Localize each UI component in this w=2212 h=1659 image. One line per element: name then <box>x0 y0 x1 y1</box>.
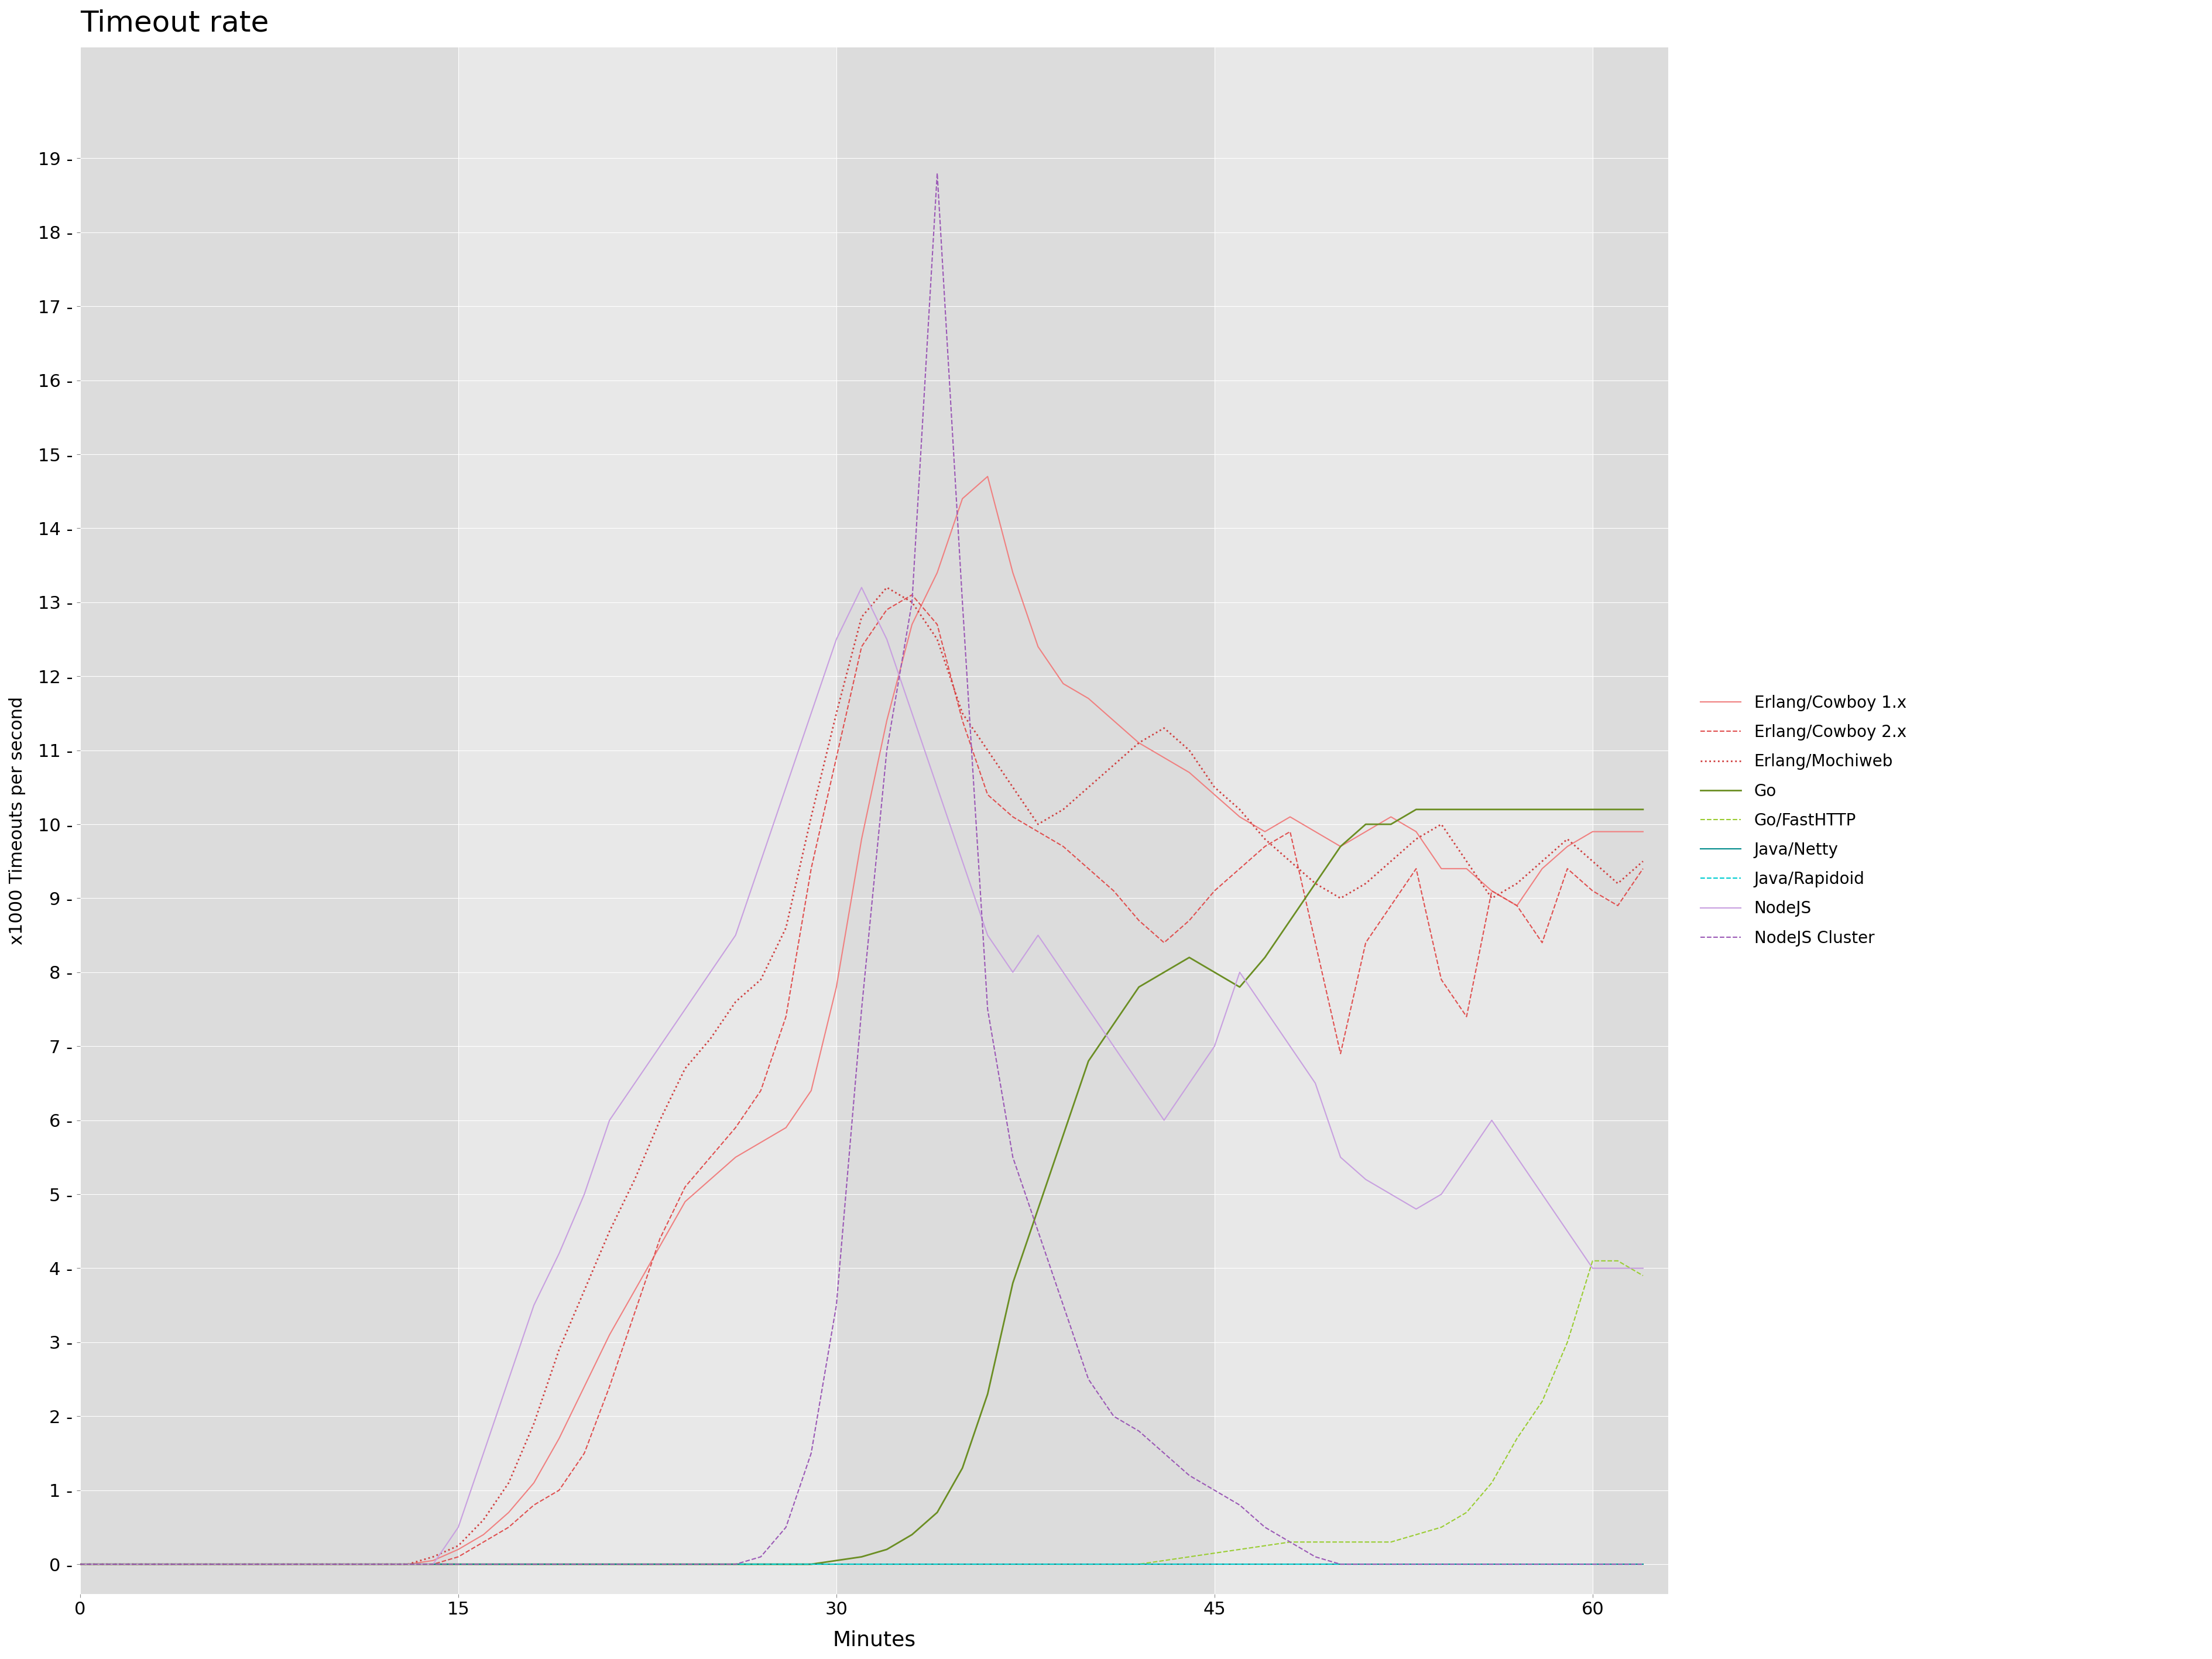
Go <box>799 1554 825 1574</box>
Go <box>849 1546 876 1566</box>
NodeJS Cluster <box>66 1554 93 1574</box>
Line: Go/FastHTTP: Go/FastHTTP <box>80 1261 1644 1564</box>
NodeJS Cluster <box>925 163 951 182</box>
Erlang/Mochiweb <box>1630 851 1657 871</box>
NodeJS Cluster <box>1630 1554 1657 1574</box>
Line: Go: Go <box>80 810 1644 1564</box>
X-axis label: Minutes: Minutes <box>832 1631 916 1651</box>
Erlang/Cowboy 2.x <box>495 1518 522 1538</box>
Erlang/Cowboy 2.x <box>799 859 825 879</box>
Bar <box>836 48 1214 1594</box>
Go <box>1604 800 1630 820</box>
NodeJS <box>849 577 876 597</box>
Erlang/Cowboy 1.x <box>1604 821 1630 841</box>
NodeJS <box>874 629 900 649</box>
Text: Timeout rate: Timeout rate <box>80 8 270 36</box>
NodeJS Cluster <box>1177 1465 1203 1485</box>
NodeJS <box>799 703 825 723</box>
Go <box>546 1554 573 1574</box>
Erlang/Cowboy 1.x <box>66 1554 93 1574</box>
Legend: Erlang/Cowboy 1.x, Erlang/Cowboy 2.x, Erlang/Mochiweb, Go, Go/FastHTTP, Java/Net: Erlang/Cowboy 1.x, Erlang/Cowboy 2.x, Er… <box>1692 687 1913 954</box>
NodeJS Cluster <box>1604 1554 1630 1574</box>
Erlang/Cowboy 1.x <box>1177 763 1203 783</box>
Go/FastHTTP <box>495 1554 522 1574</box>
Go <box>1150 962 1177 982</box>
Erlang/Mochiweb <box>799 806 825 826</box>
Erlang/Cowboy 2.x <box>1177 911 1203 931</box>
Erlang/Mochiweb <box>874 577 900 597</box>
Go/FastHTTP <box>1579 1251 1606 1271</box>
Go/FastHTTP <box>1604 1251 1630 1271</box>
Erlang/Mochiweb <box>495 1473 522 1493</box>
Go/FastHTTP <box>799 1554 825 1574</box>
NodeJS Cluster <box>849 999 876 1019</box>
Bar <box>1214 48 1593 1594</box>
Erlang/Cowboy 1.x <box>495 1503 522 1523</box>
Go/FastHTTP <box>1150 1551 1177 1571</box>
Line: Erlang/Cowboy 2.x: Erlang/Cowboy 2.x <box>80 596 1644 1564</box>
Erlang/Cowboy 2.x <box>898 586 925 606</box>
Erlang/Cowboy 1.x <box>799 1080 825 1100</box>
Bar <box>1593 48 1668 1594</box>
Erlang/Cowboy 2.x <box>849 637 876 657</box>
Go/FastHTTP <box>66 1554 93 1574</box>
NodeJS Cluster <box>495 1554 522 1574</box>
Erlang/Cowboy 2.x <box>1604 896 1630 916</box>
Erlang/Mochiweb <box>546 1340 573 1360</box>
NodeJS <box>1177 1073 1203 1093</box>
Erlang/Cowboy 2.x <box>546 1480 573 1500</box>
Go/FastHTTP <box>849 1554 876 1574</box>
Erlang/Cowboy 1.x <box>849 829 876 849</box>
Line: NodeJS: NodeJS <box>80 587 1644 1564</box>
Erlang/Mochiweb <box>66 1554 93 1574</box>
Erlang/Cowboy 1.x <box>1630 821 1657 841</box>
Y-axis label: x1000 Timeouts per second: x1000 Timeouts per second <box>9 697 27 944</box>
Erlang/Cowboy 1.x <box>973 466 1000 486</box>
Line: Erlang/Cowboy 1.x: Erlang/Cowboy 1.x <box>80 476 1644 1564</box>
NodeJS <box>66 1554 93 1574</box>
Line: NodeJS Cluster: NodeJS Cluster <box>80 173 1644 1564</box>
NodeJS <box>1604 1258 1630 1277</box>
Go/FastHTTP <box>546 1554 573 1574</box>
NodeJS Cluster <box>546 1554 573 1574</box>
NodeJS Cluster <box>799 1443 825 1463</box>
Erlang/Cowboy 2.x <box>66 1554 93 1574</box>
Bar <box>458 48 836 1594</box>
Bar <box>80 48 458 1594</box>
Erlang/Cowboy 1.x <box>546 1428 573 1448</box>
NodeJS <box>546 1244 573 1264</box>
Go <box>1402 800 1429 820</box>
Go <box>66 1554 93 1574</box>
Go <box>1630 800 1657 820</box>
NodeJS <box>1630 1258 1657 1277</box>
Erlang/Cowboy 2.x <box>1630 859 1657 879</box>
Go/FastHTTP <box>1630 1266 1657 1286</box>
Line: Erlang/Mochiweb: Erlang/Mochiweb <box>80 587 1644 1564</box>
NodeJS <box>495 1369 522 1389</box>
Go <box>495 1554 522 1574</box>
Erlang/Mochiweb <box>1604 874 1630 894</box>
Erlang/Mochiweb <box>1177 740 1203 760</box>
Erlang/Mochiweb <box>849 607 876 627</box>
